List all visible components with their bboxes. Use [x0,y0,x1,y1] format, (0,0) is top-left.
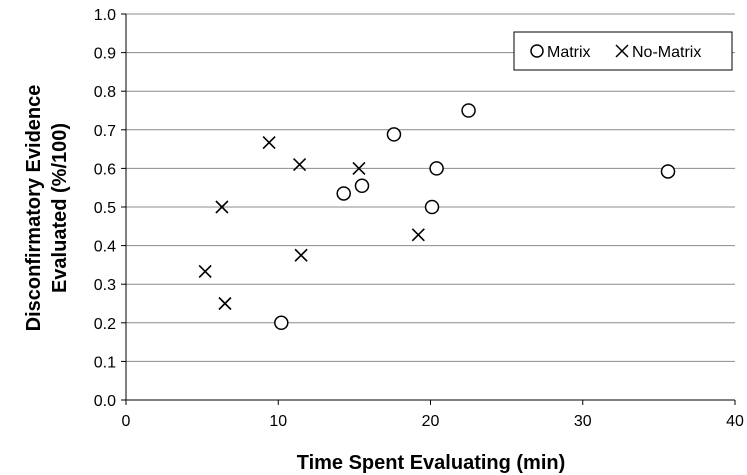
x-tick-label: 20 [422,413,440,430]
y-tick-label: 0.6 [94,161,116,178]
point-no-matrix [262,135,276,150]
y-tick-label: 0.3 [94,277,116,294]
y-tick-label: 0.1 [94,354,116,371]
x-tick-label: 30 [574,413,592,430]
point-matrix [429,161,444,176]
x-tick-label: 0 [122,413,131,430]
legend-label-matrix: Matrix [547,44,591,61]
point-matrix [274,315,289,331]
point-matrix [354,178,370,194]
point-matrix [386,127,402,142]
y-tick-label: 1.0 [94,7,116,24]
data-points [198,103,676,331]
y-tick-label: 0.7 [94,123,116,140]
x-tick-label: 40 [726,413,744,430]
tick-labels: 0.0 0.1 0.2 0.3 0.4 0.5 0.6 0.7 0.8 0.9 1.0 0 10 20 30… [94,7,744,430]
point-no-matrix [292,157,307,172]
x-axis-title: Time Spent Evaluating (min) [297,452,566,474]
y-tick-label: 0.2 [94,316,116,333]
legend-label-no-matrix: No-Matrix [632,44,701,61]
point-no-matrix [294,248,308,262]
y-tick-label: 0.8 [94,84,116,101]
x-tick-label: 10 [269,413,287,430]
legend: Matrix No-Matrix [513,31,733,71]
y-axis-title-line-2: Evaluated (%/100) [49,123,71,293]
y-axis-title-line-1: Disconfirmatory Evidence [23,85,45,332]
legend-marker-circle [530,44,544,58]
y-tick-label: 0.9 [94,46,116,63]
point-no-matrix [215,200,229,214]
y-tick-label: 0.4 [94,239,116,256]
point-no-matrix [411,228,425,242]
point-matrix [461,103,476,118]
y-tick-label: 0.0 [94,393,116,410]
point-no-matrix [218,296,232,311]
point-matrix [660,164,676,179]
axes [121,13,736,405]
y-tick-label: 0.5 [94,200,116,217]
point-matrix [336,186,351,201]
point-matrix [424,199,440,215]
legend-marker-cross [615,44,629,58]
point-no-matrix [352,161,366,175]
point-no-matrix [198,264,212,279]
